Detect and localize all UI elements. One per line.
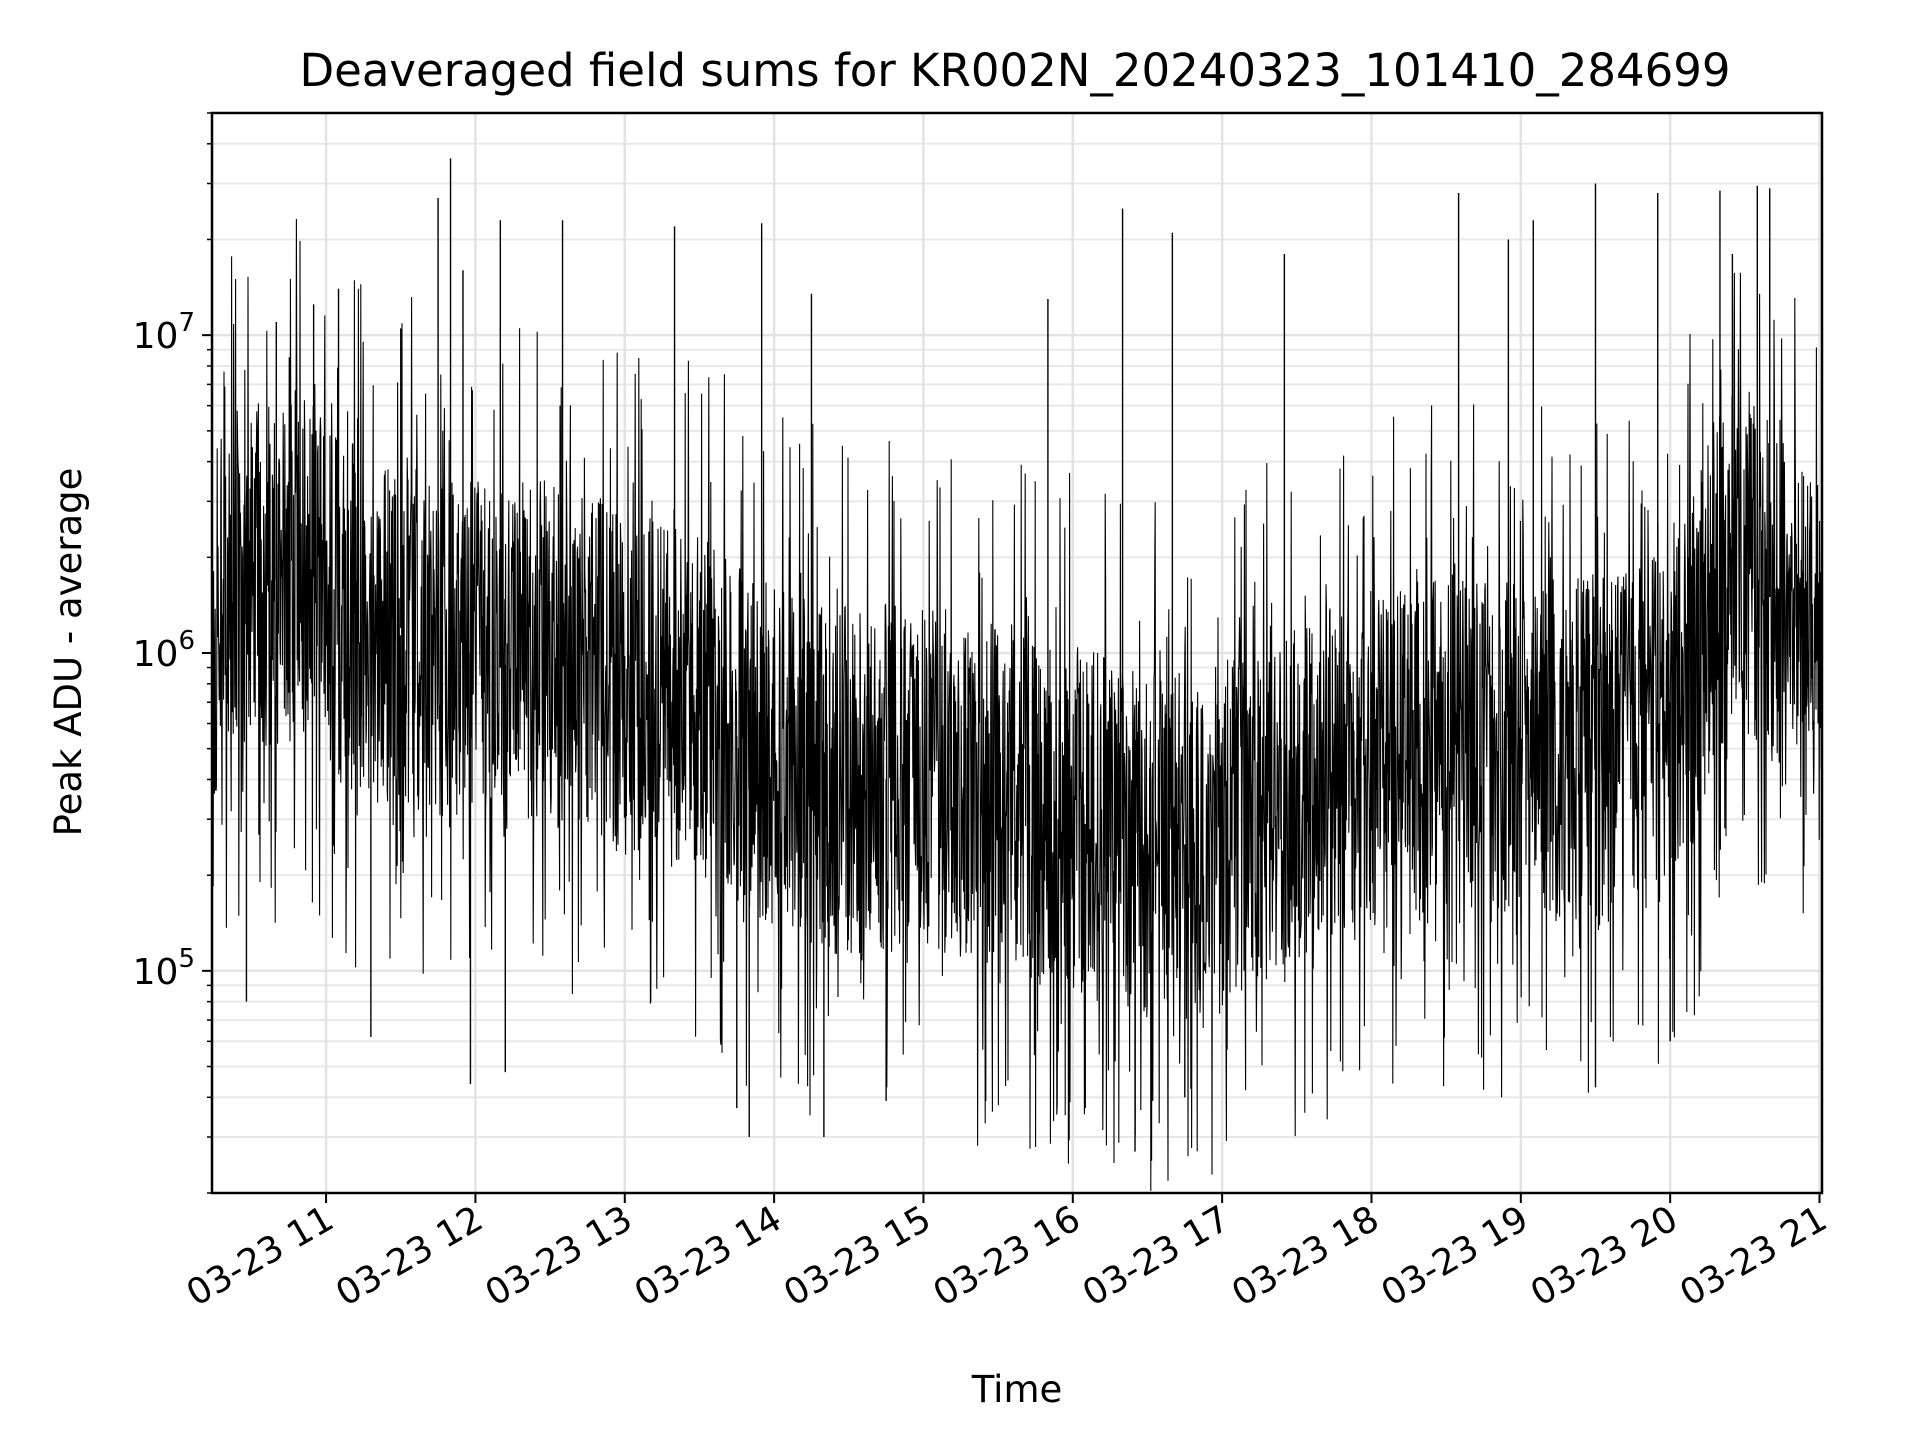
grid-minor — [212, 112, 1822, 1194]
y-tick-label: 107 — [133, 308, 195, 357]
y-axis-label: Peak ADU - average — [47, 468, 90, 837]
data-layer — [211, 158, 1823, 1191]
y-axis-ticks: 105 106 107 — [133, 112, 212, 1194]
y-tick-label: 105 — [133, 944, 195, 993]
x-axis-label: Time — [971, 1368, 1063, 1411]
chart-title: Deaveraged field sums for KR002N_2024032… — [300, 44, 1731, 97]
plot-area — [210, 111, 1824, 1195]
series-line — [211, 218, 1823, 1191]
y-tick-label: 106 — [133, 626, 195, 675]
